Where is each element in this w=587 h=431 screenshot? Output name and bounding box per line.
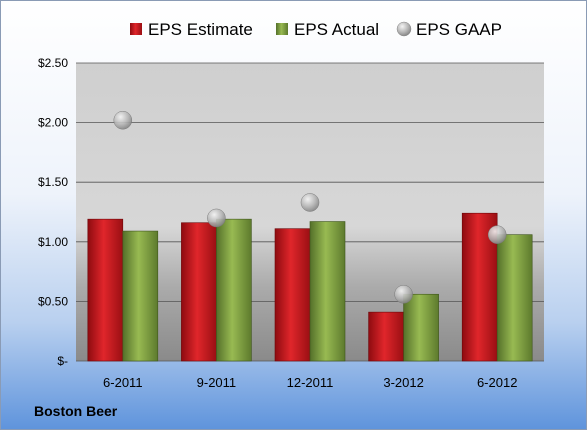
eps-gaap-point	[207, 208, 226, 228]
x-tick-label: 3-2012	[383, 375, 423, 390]
y-tick-label: $-	[57, 354, 68, 368]
legend-actual-swatch	[276, 23, 288, 35]
company-name: Boston Beer	[34, 403, 118, 419]
x-tick-label: 9-2011	[197, 375, 237, 390]
eps-actual-bar	[122, 230, 159, 362]
eps-estimate-bar	[368, 311, 404, 362]
eps-gaap-point	[394, 284, 413, 304]
eps-actual-bar	[216, 218, 252, 362]
x-tick-label: 12-2011	[287, 375, 334, 390]
eps-gaap-point	[113, 110, 133, 130]
eps-actual-bar	[496, 234, 533, 362]
y-tick-label: $1.50	[38, 175, 68, 189]
legend-estimate-swatch	[130, 23, 142, 35]
x-tick-label: 6-2011	[103, 375, 143, 390]
eps-estimate-bar	[274, 228, 311, 362]
y-tick-label: $1.00	[38, 235, 68, 249]
y-tick-label: $2.50	[38, 56, 68, 70]
legend-label: EPS Estimate	[148, 20, 253, 39]
eps-estimate-bar	[181, 222, 217, 362]
y-tick-label: $2.00	[38, 116, 68, 130]
eps-estimate-bar	[87, 218, 124, 362]
legend-label: EPS Actual	[294, 20, 379, 39]
eps-actual-bar	[309, 221, 346, 362]
eps-gaap-point	[300, 193, 320, 212]
legend-label: EPS GAAP	[416, 20, 502, 39]
y-tick-label: $0.50	[38, 294, 68, 308]
x-tick-label: 6-2012	[477, 375, 517, 390]
eps-actual-bar	[403, 293, 439, 362]
eps-gaap-point	[487, 225, 507, 244]
legend-gaap-swatch	[396, 21, 412, 37]
